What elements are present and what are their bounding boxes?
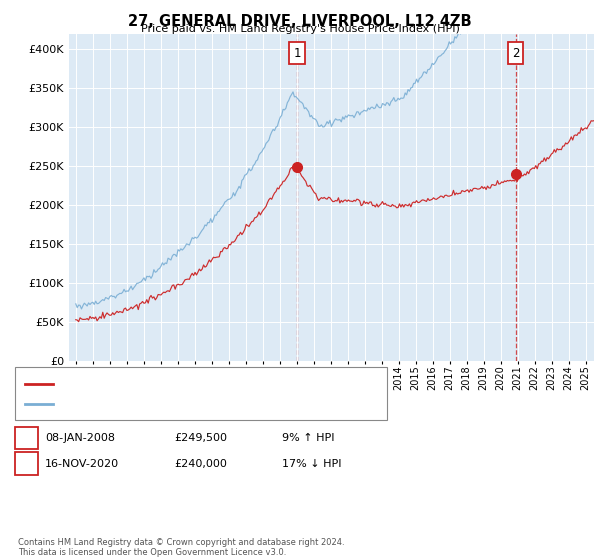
Text: £240,000: £240,000 (174, 459, 227, 469)
Text: 1: 1 (293, 46, 301, 59)
Text: Contains HM Land Registry data © Crown copyright and database right 2024.
This d: Contains HM Land Registry data © Crown c… (18, 538, 344, 557)
Text: HPI: Average price, detached house, Liverpool: HPI: Average price, detached house, Live… (60, 399, 301, 409)
Text: £249,500: £249,500 (174, 433, 227, 443)
Text: 2: 2 (512, 46, 519, 59)
Text: 16-NOV-2020: 16-NOV-2020 (45, 459, 119, 469)
Text: 08-JAN-2008: 08-JAN-2008 (45, 433, 115, 443)
Text: Price paid vs. HM Land Registry's House Price Index (HPI): Price paid vs. HM Land Registry's House … (140, 24, 460, 34)
Text: 2: 2 (23, 457, 30, 470)
Text: 9% ↑ HPI: 9% ↑ HPI (282, 433, 335, 443)
Text: 17% ↓ HPI: 17% ↓ HPI (282, 459, 341, 469)
Text: 27, GENERAL DRIVE, LIVERPOOL, L12 4ZB (detached house): 27, GENERAL DRIVE, LIVERPOOL, L12 4ZB (d… (60, 379, 373, 389)
Text: 1: 1 (23, 431, 30, 445)
Text: 27, GENERAL DRIVE, LIVERPOOL, L12 4ZB: 27, GENERAL DRIVE, LIVERPOOL, L12 4ZB (128, 14, 472, 29)
